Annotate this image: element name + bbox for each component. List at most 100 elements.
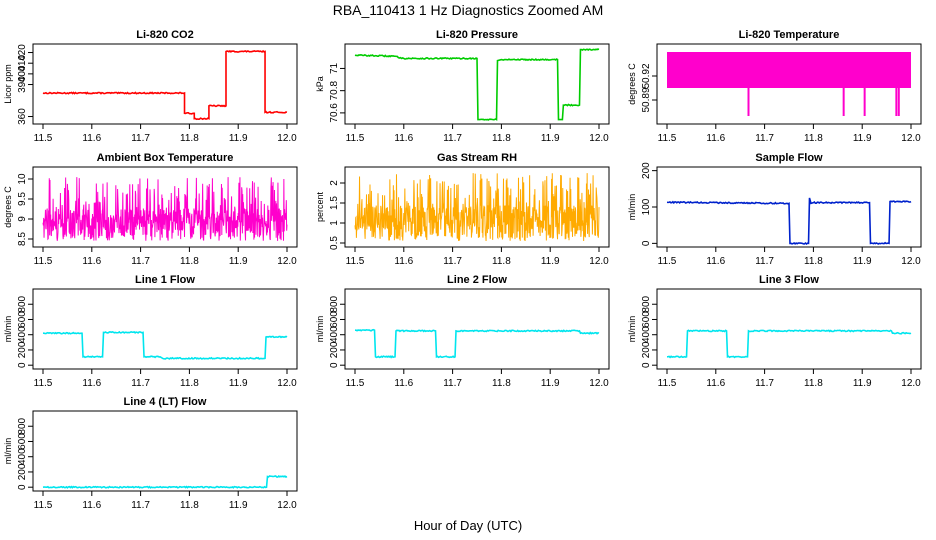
x-tick-label: 12.0 — [277, 133, 297, 144]
y-tick-label: 200 — [641, 341, 652, 358]
plot-frame — [32, 166, 298, 248]
x-tick-label: 11.9 — [229, 133, 248, 144]
data-line — [42, 330, 288, 360]
y-axis-label: percent — [315, 191, 325, 222]
y-tick-label: 600 — [17, 311, 28, 328]
y-axis-label: degrees C — [627, 63, 637, 105]
x-tick-label: 11.5 — [34, 133, 53, 144]
y-tick-label: 0 — [641, 240, 652, 246]
plot-frame — [656, 288, 922, 370]
y-tick-label: 0 — [641, 362, 652, 368]
plot-frame — [32, 288, 298, 370]
data-line — [666, 197, 912, 245]
plot-frame — [344, 166, 610, 248]
y-tick-label: 200 — [641, 162, 652, 179]
y-tick-label: 800 — [17, 417, 28, 434]
y-tick-label: 600 — [17, 433, 28, 450]
x-tick-label: 11.7 — [443, 378, 462, 389]
y-tick-label: 800 — [17, 295, 28, 312]
x-tick-label: 11.6 — [394, 378, 413, 389]
series-area — [354, 173, 600, 241]
data-band — [667, 52, 911, 88]
x-tick-label: 11.6 — [706, 378, 725, 389]
y-tick-label: 9.5 — [17, 192, 28, 206]
data-line — [354, 48, 600, 121]
y-tick-label: 71 — [329, 62, 340, 74]
x-tick-label: 11.8 — [492, 378, 511, 389]
plot-frame — [656, 43, 922, 125]
series-area — [354, 328, 600, 359]
panel-title: Line 1 Flow — [135, 274, 195, 286]
x-tick-label: 11.6 — [706, 133, 725, 144]
x-tick-label: 11.8 — [804, 256, 823, 267]
x-tick-label: 12.0 — [277, 256, 297, 267]
x-tick-label: 11.9 — [541, 378, 560, 389]
y-tick-label: 200 — [17, 463, 28, 480]
x-tick-label: 11.5 — [658, 378, 677, 389]
x-tick-label: 11.7 — [443, 256, 462, 267]
panel-title: Ambient Box Temperature — [97, 152, 234, 164]
panel-title: Li-820 Temperature — [739, 29, 840, 41]
panel-1: Li-820 CO2 Licor ppm 11.5 11.6 11.7 11.8 11.9 1… — [3, 29, 298, 144]
x-tick-label: 12.0 — [589, 256, 609, 267]
y-tick-label: 50.89 — [641, 87, 652, 112]
x-tick-label: 11.6 — [82, 133, 101, 144]
panel-7: Line 1 Flow ml/min 11.5 11.6 11.7 11.8 11.9 12.… — [3, 274, 298, 389]
x-tick-label: 11.6 — [706, 256, 725, 267]
y-tick-label: 0.5 — [329, 236, 340, 250]
y-tick-label: 360 — [17, 108, 28, 125]
x-tick-label: 12.0 — [589, 133, 609, 144]
y-tick-label: 9 — [17, 216, 28, 222]
plot-frame — [32, 410, 298, 492]
panel-9: Line 3 Flow ml/min 11.5 11.6 11.7 11.8 11.9 12.… — [627, 274, 922, 389]
y-axis-label: ml/min — [3, 438, 13, 465]
series-area — [42, 49, 288, 121]
data-line — [42, 474, 288, 489]
y-tick-label: 420 — [17, 44, 28, 61]
y-axis-label: ml/min — [315, 316, 325, 343]
x-tick-label: 11.8 — [804, 378, 823, 389]
x-tick-label: 11.6 — [82, 256, 101, 267]
y-tick-label: 400 — [17, 326, 28, 343]
x-tick-label: 11.5 — [346, 133, 365, 144]
panel-title: Line 3 Flow — [759, 274, 819, 286]
x-tick-label: 12.0 — [901, 378, 921, 389]
x-tick-label: 11.9 — [229, 378, 248, 389]
y-tick-label: 200 — [329, 341, 340, 358]
series-area — [354, 48, 600, 121]
y-axis-label: degrees C — [3, 186, 13, 228]
y-tick-label: 600 — [329, 311, 340, 328]
x-tick-label: 11.7 — [755, 256, 774, 267]
panel-title: Gas Stream RH — [437, 152, 517, 164]
plot-frame — [344, 288, 610, 370]
series-area — [666, 329, 912, 359]
x-tick-label: 11.6 — [394, 133, 413, 144]
series-area — [667, 52, 911, 116]
x-tick-label: 11.7 — [755, 378, 774, 389]
y-tick-label: 800 — [641, 295, 652, 312]
y-tick-label: 10 — [17, 173, 28, 185]
y-tick-label: 100 — [641, 198, 652, 215]
y-tick-label: 2 — [329, 180, 340, 186]
panel-title: Sample Flow — [755, 152, 823, 164]
x-tick-label: 11.9 — [229, 256, 248, 267]
x-tick-label: 11.9 — [853, 256, 872, 267]
x-tick-label: 11.8 — [804, 133, 823, 144]
panel-3: Li-820 Temperature degrees C 11.5 11.6 11.7 1… — [627, 29, 922, 144]
y-tick-label: 400 — [17, 65, 28, 82]
x-tick-label: 11.5 — [346, 256, 365, 267]
series-area — [666, 197, 912, 245]
x-tick-label: 11.7 — [755, 133, 774, 144]
x-tick-label: 11.7 — [131, 378, 150, 389]
x-tick-label: 11.8 — [180, 500, 199, 511]
panel-title: Line 4 (LT) Flow — [124, 396, 207, 408]
y-axis-label: Licor ppm — [3, 64, 13, 104]
panel-title: Li-820 Pressure — [436, 29, 518, 41]
series-area — [42, 177, 288, 241]
x-tick-label: 11.5 — [34, 256, 53, 267]
x-tick-label: 12.0 — [901, 133, 921, 144]
panel-10: Line 4 (LT) Flow ml/min 11.5 11.6 11.7 11.8 11… — [3, 396, 298, 511]
x-tick-label: 12.0 — [277, 378, 297, 389]
x-tick-label: 11.5 — [34, 378, 53, 389]
